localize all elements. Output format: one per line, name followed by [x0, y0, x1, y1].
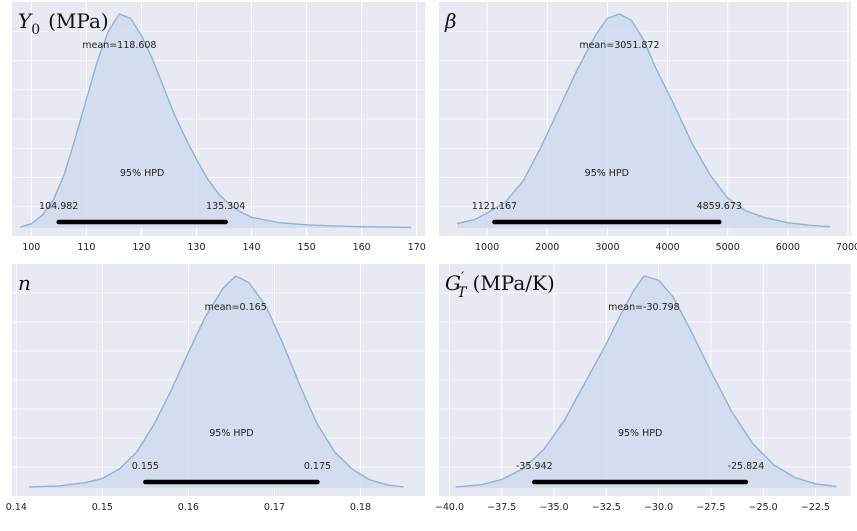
- hpd-low-label: 104.982: [39, 201, 78, 212]
- density-curve: [455, 275, 837, 488]
- density-fill: [457, 14, 830, 228]
- x-tick-label: −35.0: [539, 502, 568, 513]
- mean-label: mean=3051.872: [579, 40, 659, 51]
- panel-n: mean=0.165 95% HPD 0.155 0.175 0.14 0.15 0.16 0…: [6, 264, 425, 513]
- panel-title: β: [444, 9, 457, 33]
- x-tick-label: −40.0: [435, 502, 464, 513]
- x-tick-label: 0.14: [6, 502, 27, 513]
- panel-title: Y0 (MPa): [18, 9, 109, 38]
- x-tick-label: 120: [132, 242, 150, 253]
- panel-title: n: [18, 271, 31, 295]
- hpd-label: 95% HPD: [618, 428, 662, 439]
- hpd-high-label: -25.824: [728, 461, 765, 472]
- x-tick-label: 0.17: [264, 502, 285, 513]
- x-tick-label: 130: [187, 242, 205, 253]
- hpd-low-label: 1121.167: [472, 201, 517, 212]
- panel-beta: mean=3051.872 95% HPD 1121.167 4859.673 1000…: [439, 2, 857, 253]
- x-tick-label: 0.16: [178, 502, 199, 513]
- x-tick-label: 7000: [836, 242, 857, 253]
- panel-title: G′ T (MPa/K): [445, 270, 555, 301]
- hpd-label: 95% HPD: [209, 428, 253, 439]
- density-fill: [20, 14, 412, 228]
- x-tick-label: 160: [353, 242, 371, 253]
- hpd-label: 95% HPD: [585, 168, 629, 179]
- hpd-high-label: 135.304: [206, 201, 245, 212]
- density-curve: [29, 275, 404, 488]
- mean-label: mean=-30.798: [608, 302, 680, 313]
- x-tick-label: 170: [408, 242, 426, 253]
- x-tick-label: 1000: [475, 242, 499, 253]
- panel-y0: mean=118.608 95% HPD 104.982 135.304 100 110 1…: [12, 2, 426, 253]
- x-tick-label: 100: [22, 242, 40, 253]
- x-tick-label: −30.0: [644, 502, 673, 513]
- x-tick-label: −37.5: [487, 502, 516, 513]
- hpd-high-label: 0.175: [304, 461, 331, 472]
- x-tick-label: 2000: [535, 242, 559, 253]
- x-tick-label: −22.5: [801, 502, 830, 513]
- x-tick-label: −32.5: [592, 502, 621, 513]
- x-tick-label: 150: [298, 242, 316, 253]
- x-tick-label: 5000: [716, 242, 740, 253]
- x-tick-label: 140: [242, 242, 260, 253]
- panel-gt: mean=-30.798 95% HPD -35.942 -25.824 −40.0 −3…: [435, 264, 851, 513]
- x-tick-label: 4000: [655, 242, 679, 253]
- density-fill: [455, 276, 837, 488]
- hpd-low-label: -35.942: [516, 461, 553, 472]
- hpd-label: 95% HPD: [120, 168, 164, 179]
- x-tick-label: 0.18: [350, 502, 371, 513]
- density-curve: [20, 13, 412, 229]
- x-tick-label: 6000: [776, 242, 800, 253]
- x-tick-label: −27.5: [696, 502, 725, 513]
- density-curve: [456, 13, 830, 228]
- density-fill: [29, 276, 404, 488]
- hpd-low-label: 0.155: [132, 461, 159, 472]
- x-tick-label: 3000: [595, 242, 619, 253]
- mean-label: mean=118.608: [82, 40, 156, 51]
- x-tick-label: 0.15: [92, 502, 113, 513]
- x-tick-label: 110: [77, 242, 95, 253]
- mean-label: mean=0.165: [205, 302, 267, 313]
- hpd-high-label: 4859.673: [697, 201, 742, 212]
- x-tick-label: −25.0: [749, 502, 778, 513]
